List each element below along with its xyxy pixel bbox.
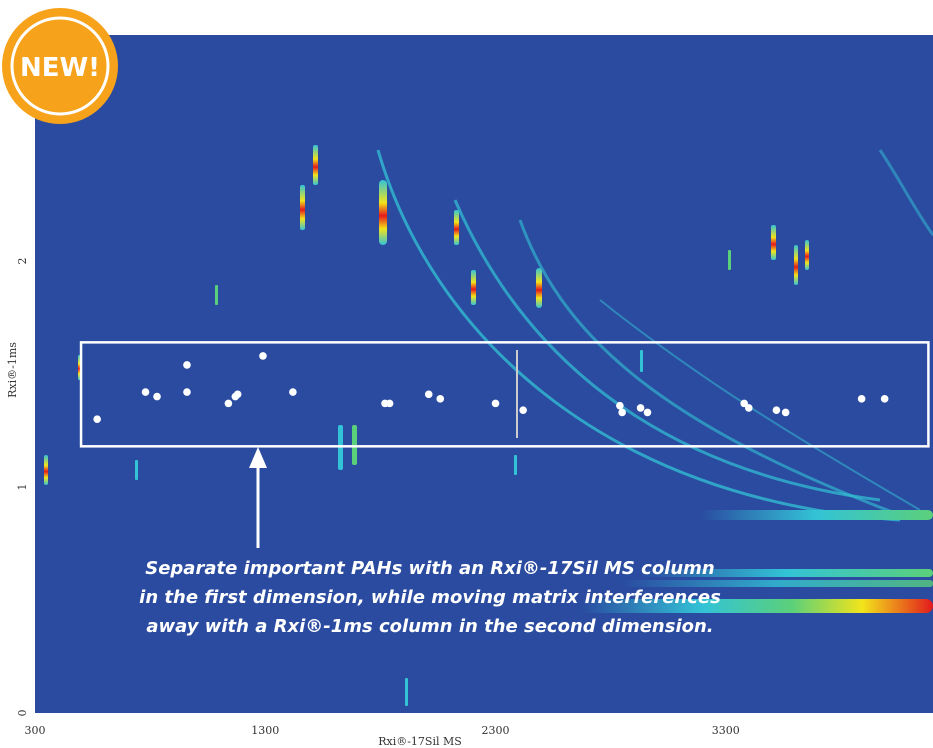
y-axis-title: Rxi®-1ms bbox=[6, 342, 19, 398]
data-point bbox=[424, 390, 433, 399]
x-axis-title: Rxi®-17Sil MS bbox=[378, 735, 462, 748]
data-point bbox=[519, 406, 527, 414]
pah-points bbox=[93, 352, 889, 424]
y-tick-label: 2 bbox=[16, 258, 29, 265]
peak-spot bbox=[300, 185, 305, 230]
y-tick-label: 0 bbox=[16, 710, 29, 717]
annotation-arrow bbox=[249, 447, 267, 548]
peak-spot bbox=[771, 225, 776, 260]
annotation-line-3: away with a Rxi®-1ms column in the secon… bbox=[146, 616, 713, 637]
y-axis: 0 1 2 bbox=[16, 258, 29, 717]
peak-spot bbox=[405, 678, 408, 706]
bleed-band-3 bbox=[620, 580, 933, 587]
peak-spot bbox=[379, 180, 387, 245]
bleed-arc-3 bbox=[518, 219, 901, 517]
data-point bbox=[233, 390, 242, 399]
data-point bbox=[880, 395, 889, 403]
data-point bbox=[744, 404, 753, 412]
x-axis: 300 1300 2300 3300 bbox=[25, 724, 740, 737]
data-point bbox=[141, 388, 150, 396]
data-point bbox=[491, 399, 500, 408]
peak-spot bbox=[135, 460, 138, 480]
peak-spot bbox=[471, 270, 476, 305]
peak-spot bbox=[215, 285, 218, 305]
x-tick-label: 3300 bbox=[712, 724, 740, 737]
contour-features bbox=[44, 145, 933, 706]
data-point bbox=[643, 408, 652, 417]
x-tick-label: 2300 bbox=[482, 724, 510, 737]
peak-spot bbox=[640, 350, 643, 372]
annotation-line-1: Separate important PAHs with an Rxi®-17S… bbox=[145, 558, 715, 579]
bleed-arc-5 bbox=[878, 149, 933, 236]
data-point bbox=[183, 361, 191, 369]
bleed-arc-1 bbox=[376, 149, 901, 522]
data-point bbox=[781, 408, 790, 417]
bleed-arc-4 bbox=[599, 299, 921, 511]
peak-spot bbox=[794, 245, 798, 285]
data-point bbox=[259, 352, 267, 360]
peak-spot bbox=[514, 455, 517, 475]
highlight-box bbox=[79, 341, 930, 448]
data-point bbox=[772, 406, 781, 414]
peak-spot bbox=[728, 250, 731, 270]
data-point bbox=[436, 395, 445, 403]
new-badge-label: NEW! bbox=[20, 53, 100, 83]
bleed-band-1 bbox=[700, 510, 933, 520]
data-point bbox=[618, 408, 626, 417]
y-tick-label: 1 bbox=[16, 484, 29, 491]
peak-spot bbox=[805, 240, 809, 270]
peak-spot bbox=[454, 210, 459, 245]
peak-spot bbox=[352, 425, 357, 465]
new-badge-circle bbox=[2, 8, 118, 124]
data-point bbox=[93, 415, 101, 424]
bleed-band-4 bbox=[580, 599, 933, 613]
x-tick-label: 1300 bbox=[251, 724, 279, 737]
bleed-arc-2 bbox=[453, 199, 881, 502]
data-point bbox=[857, 395, 866, 403]
data-point bbox=[636, 404, 645, 412]
peak-spot bbox=[536, 268, 542, 308]
bleed-band-2 bbox=[640, 569, 933, 577]
new-badge: NEW! bbox=[2, 8, 118, 124]
data-point bbox=[616, 401, 624, 410]
peak-spot bbox=[44, 455, 48, 485]
data-point bbox=[183, 388, 191, 396]
peak-spot bbox=[313, 145, 318, 185]
data-point bbox=[289, 388, 297, 396]
x-tick-label: 300 bbox=[25, 724, 46, 737]
data-point bbox=[385, 399, 394, 408]
data-point bbox=[224, 399, 233, 408]
data-point bbox=[153, 392, 161, 401]
annotation-line-2: in the first dimension, while moving mat… bbox=[139, 587, 721, 608]
